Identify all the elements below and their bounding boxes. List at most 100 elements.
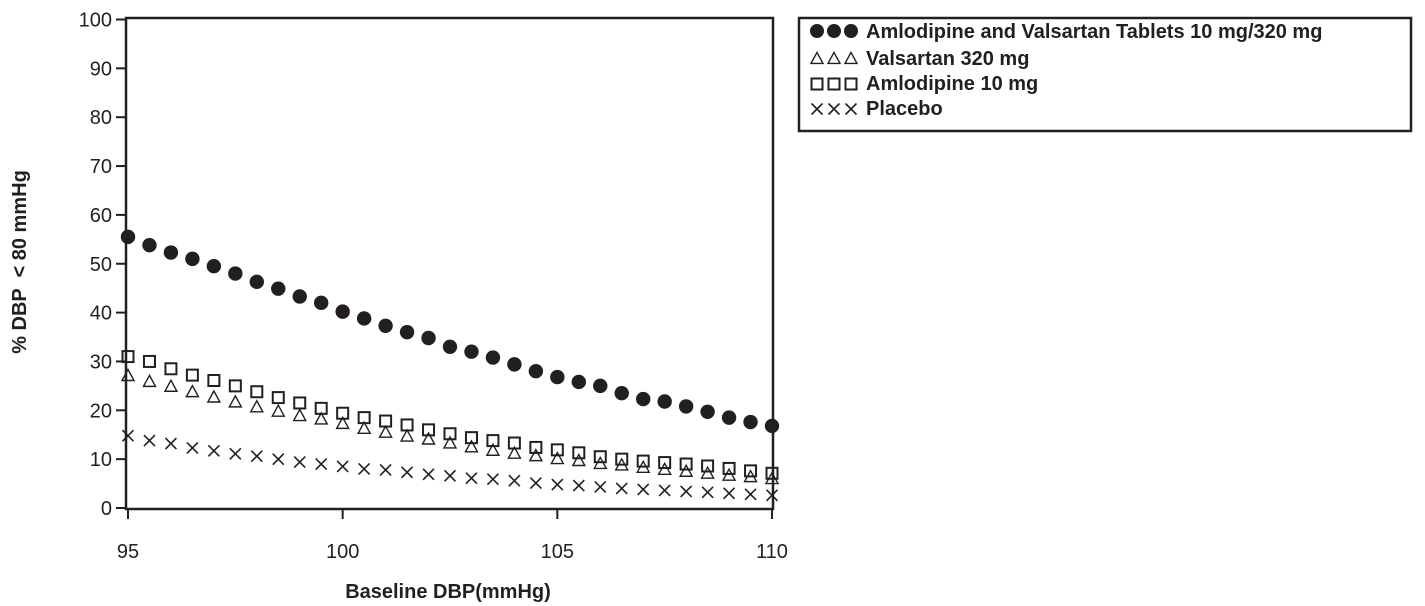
- data-point: [314, 411, 329, 425]
- data-point: [571, 374, 586, 390]
- data-point: [399, 428, 415, 442]
- data-point: [272, 453, 285, 466]
- legend-marker: [843, 50, 859, 65]
- legend-entry: Valsartan 320 mg: [809, 48, 1029, 70]
- data-point: [636, 391, 651, 407]
- data-point: [658, 484, 671, 497]
- series-layer: [120, 229, 780, 502]
- data-point: [507, 357, 522, 372]
- data-point: [678, 463, 694, 477]
- data-point: [723, 487, 736, 500]
- data-point: [700, 465, 715, 479]
- data-point: [572, 446, 586, 460]
- data-point: [528, 448, 544, 462]
- data-point: [142, 237, 157, 253]
- y-axis: 0 10 20 30 40 50 60 70 80 90 100: [79, 10, 126, 520]
- data-point: [335, 415, 350, 430]
- data-point: [593, 378, 608, 394]
- data-point: [465, 472, 478, 485]
- y-tick-label: 40: [90, 303, 112, 325]
- y-tick-label: 80: [90, 107, 112, 129]
- data-point: [421, 431, 436, 445]
- data-point: [550, 443, 564, 457]
- legend-marker: [827, 102, 841, 116]
- legend-marker: [810, 24, 824, 38]
- data-point: [185, 251, 200, 267]
- data-point: [422, 468, 435, 481]
- y-tick-label: 10: [90, 449, 112, 471]
- data-point: [142, 373, 157, 388]
- data-point: [485, 442, 501, 456]
- data-point: [486, 434, 500, 448]
- data-point: [185, 384, 200, 398]
- data-point: [163, 245, 179, 260]
- data-point: [229, 447, 242, 460]
- legend-label: Amlodipine and Valsartan Tablets 10 mg/3…: [866, 21, 1322, 43]
- data-point: [529, 477, 542, 490]
- x-axis: 95 100 105 110: [117, 509, 788, 563]
- y-tick-label: 0: [101, 498, 112, 520]
- data-point: [143, 434, 156, 447]
- data-point: [464, 344, 479, 359]
- data-point: [614, 386, 629, 401]
- data-point: [314, 295, 329, 311]
- data-point: [507, 445, 522, 459]
- data-point: [358, 462, 371, 475]
- data-point: [744, 488, 757, 501]
- data-point: [442, 435, 458, 449]
- data-point: [507, 436, 521, 450]
- data-point: [679, 457, 693, 471]
- data-point: [464, 439, 479, 453]
- legend-label: Placebo: [866, 98, 943, 120]
- data-point: [636, 454, 650, 468]
- data-point: [293, 396, 307, 410]
- x-tick-label: 100: [326, 541, 359, 563]
- legend-marker: [844, 77, 858, 91]
- data-point: [721, 410, 737, 425]
- y-tick-label: 50: [90, 254, 112, 276]
- data-point: [378, 424, 393, 438]
- data-point: [678, 399, 694, 414]
- series-cross: [121, 429, 779, 502]
- legend-marker: [827, 24, 841, 38]
- data-point: [657, 394, 672, 409]
- legend-marker: [844, 24, 858, 38]
- data-point: [701, 486, 714, 499]
- data-point: [422, 423, 436, 437]
- data-point: [250, 450, 263, 463]
- data-point: [292, 408, 307, 422]
- y-tick-label: 20: [90, 400, 112, 422]
- y-tick-label: 100: [79, 10, 112, 32]
- y-tick-label: 30: [90, 351, 112, 373]
- data-point: [228, 394, 243, 408]
- data-point: [249, 274, 264, 290]
- data-point: [292, 289, 307, 304]
- data-point: [336, 406, 350, 420]
- data-point: [121, 350, 135, 364]
- data-point: [571, 453, 586, 467]
- data-point: [163, 378, 179, 392]
- y-tick-label: 60: [90, 205, 112, 227]
- data-point: [120, 229, 136, 245]
- data-point: [121, 429, 135, 442]
- data-point: [142, 354, 156, 368]
- data-point: [744, 464, 758, 478]
- legend-entry: Placebo: [810, 98, 943, 120]
- data-point: [271, 281, 286, 296]
- data-point: [315, 457, 328, 471]
- data-point: [206, 389, 222, 403]
- data-point: [743, 414, 758, 430]
- data-point: [336, 460, 349, 473]
- data-point: [658, 456, 672, 470]
- legend-frame: [797, 16, 1413, 133]
- series-open-square: [121, 350, 779, 480]
- data-point: [228, 266, 243, 281]
- data-point: [228, 379, 242, 393]
- data-point: [765, 489, 779, 502]
- data-point: [250, 385, 264, 399]
- data-point: [680, 485, 693, 498]
- data-point: [356, 311, 372, 326]
- data-point: [551, 478, 564, 491]
- data-point: [207, 444, 220, 457]
